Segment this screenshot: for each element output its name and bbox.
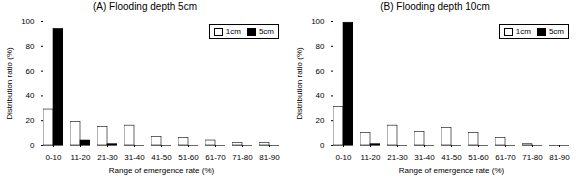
svg-text:81-90: 81-90	[259, 153, 280, 162]
svg-text:31-40: 31-40	[124, 153, 145, 162]
html-text:1cm: 1cm	[225, 27, 241, 36]
html-text:5cm: 5cm	[548, 27, 564, 36]
svg-text:61-70: 61-70	[495, 153, 516, 162]
svg-text:Distribution ratio (%): Distribution ratio (%)	[5, 47, 14, 120]
svg-text:100: 100	[21, 17, 35, 26]
svg-text:Distribution ratio (%): Distribution ratio (%)	[295, 47, 304, 120]
svg-text:20: 20	[26, 116, 35, 125]
svg-text:80: 80	[316, 42, 325, 51]
svg-text:Range of emergence rate (%): Range of emergence rate (%)	[109, 166, 215, 175]
svg-text:71-80: 71-80	[232, 153, 253, 162]
svg-text:0: 0	[320, 141, 325, 150]
svg-text:21-30: 21-30	[97, 153, 118, 162]
svg-text:0-10: 0-10	[45, 153, 62, 162]
svg-text:40: 40	[26, 91, 35, 100]
svg-text:51-60: 51-60	[178, 153, 199, 162]
svg-text:60: 60	[26, 67, 35, 76]
svg-text:71-80: 71-80	[522, 153, 543, 162]
svg-text:21-30: 21-30	[387, 153, 408, 162]
svg-text:51-60: 51-60	[468, 153, 489, 162]
svg-text:40: 40	[316, 91, 325, 100]
svg-text:60: 60	[316, 67, 325, 76]
svg-text:100: 100	[311, 17, 325, 26]
html-text:(A) Flooding depth 5cm: (A) Flooding depth 5cm	[93, 1, 197, 12]
svg-text:41-50: 41-50	[441, 153, 462, 162]
html-text:5cm: 5cm	[258, 27, 274, 36]
html-text:(B) Flooding depth 10cm: (B) Flooding depth 10cm	[380, 1, 490, 12]
svg-text:11-20: 11-20	[361, 153, 381, 162]
svg-text:0: 0	[30, 141, 35, 150]
svg-text:61-70: 61-70	[205, 153, 226, 162]
svg-text:80: 80	[26, 42, 35, 51]
html-text:1cm: 1cm	[515, 27, 531, 36]
svg-text:20: 20	[316, 116, 325, 125]
svg-text:11-20: 11-20	[71, 153, 91, 162]
svg-text:Range of emergence rate (%): Range of emergence rate (%)	[399, 166, 505, 175]
svg-text:31-40: 31-40	[414, 153, 435, 162]
svg-text:81-90: 81-90	[549, 153, 570, 162]
svg-text:0-10: 0-10	[335, 153, 352, 162]
svg-text:41-50: 41-50	[151, 153, 172, 162]
